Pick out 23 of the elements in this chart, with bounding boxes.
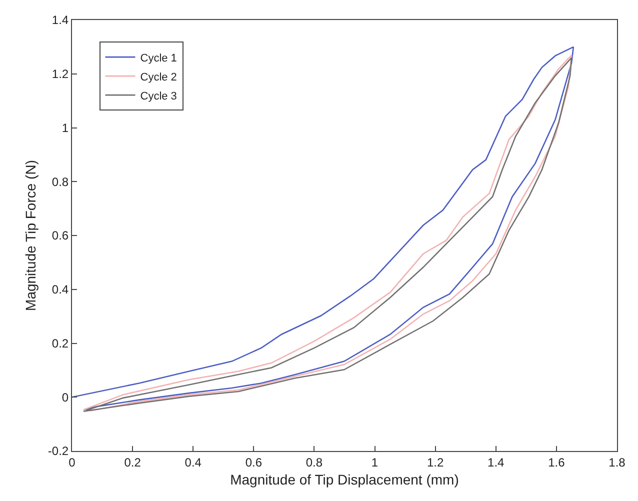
y-tick-label: 1 xyxy=(62,120,69,135)
legend-label: Cycle 2 xyxy=(140,71,177,84)
x-tick-label: 0.2 xyxy=(124,455,142,470)
x-axis-title: Magnitude of Tip Displacement (mm) xyxy=(230,472,459,488)
y-tick-label: 1.2 xyxy=(52,67,69,82)
x-tick-label: 1.8 xyxy=(608,455,626,470)
x-tick-label: 1.6 xyxy=(548,455,566,470)
y-tick-label: -0.2 xyxy=(48,444,69,458)
x-tick-label: 1 xyxy=(371,455,378,470)
x-tick-label: 0.6 xyxy=(245,455,262,470)
legend-label: Cycle 1 xyxy=(140,52,177,64)
x-tick-label: 1.2 xyxy=(426,455,444,470)
legend-label: Cycle 3 xyxy=(140,90,177,102)
y-axis-title: Magnitude Tip Force (N) xyxy=(22,160,39,311)
x-tick-label: 1.4 xyxy=(488,455,505,470)
y-tick-label: 0.2 xyxy=(52,336,69,350)
y-tick-label: 0.8 xyxy=(52,174,69,189)
y-tick-label: 0.6 xyxy=(52,228,69,243)
y-tick-label: 0 xyxy=(62,390,69,404)
y-tick-label: 0.4 xyxy=(52,282,69,297)
x-tick-label: 0.4 xyxy=(184,455,202,470)
x-tick-label: 0.8 xyxy=(306,455,323,470)
y-tick-label: 1.4 xyxy=(52,13,69,28)
